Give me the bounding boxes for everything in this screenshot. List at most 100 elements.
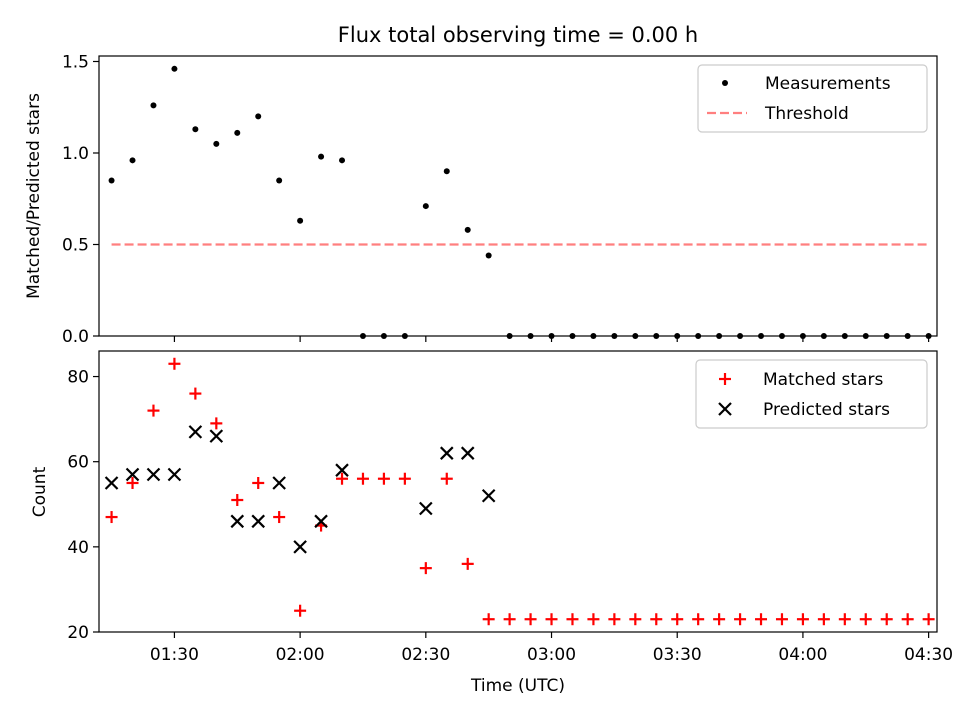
bottom-y-tick-label: 20 xyxy=(67,623,89,643)
matched-star-point xyxy=(817,613,830,626)
predicted-star-point xyxy=(230,514,245,529)
top-axes-frame xyxy=(98,55,938,337)
measurement-point xyxy=(443,168,450,175)
matched-star-point xyxy=(796,613,809,626)
matched-star-point xyxy=(189,387,202,400)
measurement-point xyxy=(820,333,827,339)
predicted-star-point xyxy=(419,501,433,516)
measurement-point xyxy=(883,333,890,339)
matched-star-point xyxy=(482,613,495,626)
matched-star-point xyxy=(629,613,642,626)
predicted-star-point xyxy=(209,429,224,443)
matched-star-point xyxy=(775,613,788,626)
measurement-point xyxy=(527,333,534,339)
measurement-point xyxy=(108,177,115,184)
predicted-star-point xyxy=(104,476,119,490)
measurement-point xyxy=(192,126,199,133)
measurement-point xyxy=(506,333,513,339)
matched-star-point xyxy=(859,613,872,626)
measurement-point xyxy=(234,129,241,136)
legend-label-matched: Matched stars xyxy=(763,370,883,390)
matched-star-point xyxy=(210,417,223,430)
matched-star-point xyxy=(273,511,286,524)
top-y-tick-label: 1.0 xyxy=(62,144,89,164)
matched-star-point xyxy=(524,613,537,626)
predicted-star-point xyxy=(125,467,140,482)
predicted-star-point xyxy=(481,488,496,503)
measurement-point xyxy=(569,333,576,339)
matched-star-point xyxy=(419,562,432,575)
measurement-point xyxy=(422,203,429,210)
bottom-y-tick-label: 80 xyxy=(67,368,89,388)
measurement-point xyxy=(925,333,932,339)
bottom-x-tick-label: 03:30 xyxy=(653,645,702,665)
measurement-point xyxy=(904,333,911,339)
legend-label-threshold: Threshold xyxy=(764,104,849,124)
measurement-point xyxy=(213,140,220,147)
measurement-point xyxy=(359,333,366,339)
measurement-point xyxy=(674,333,681,339)
matched-star-point xyxy=(608,613,621,626)
top-y-tick-label: 0.0 xyxy=(62,327,89,347)
measurement-point xyxy=(862,333,869,339)
predicted-star-point xyxy=(251,514,265,529)
predicted-star-point xyxy=(460,446,475,460)
measurement-point xyxy=(464,226,471,233)
bottom-x-tick-label: 01:30 xyxy=(150,645,199,665)
measurement-point xyxy=(401,333,408,339)
matched-star-point xyxy=(336,472,349,485)
measurement-point xyxy=(758,333,765,339)
matched-star-point xyxy=(398,472,411,485)
bottom-x-tick-label: 04:00 xyxy=(778,645,827,665)
top-legend: Measurements Threshold xyxy=(697,64,928,133)
measurement-point xyxy=(611,333,618,339)
measurement-point xyxy=(590,333,597,339)
matched-star-point xyxy=(461,557,474,570)
matched-star-point xyxy=(755,613,768,626)
matched-star-point xyxy=(671,613,684,626)
matched-star-point xyxy=(294,604,307,617)
bottom-x-tick-label: 02:30 xyxy=(401,645,450,665)
legend-label-predicted: Predicted stars xyxy=(763,400,890,420)
measurement-point xyxy=(339,157,346,164)
measurement-point xyxy=(716,333,723,339)
matched-star-point xyxy=(650,613,663,626)
legend-marker-matched xyxy=(719,373,731,385)
measurement-point xyxy=(778,333,785,339)
measurement-point xyxy=(297,217,304,224)
predicted-star-point xyxy=(314,514,328,529)
measurement-point xyxy=(276,177,283,184)
matched-star-point xyxy=(105,511,118,524)
matched-star-point xyxy=(147,404,160,417)
top-y-axis-label: Matched/Predicted stars xyxy=(24,93,44,299)
predicted-star-point xyxy=(188,425,203,439)
top-y-tick-label: 1.5 xyxy=(62,52,89,72)
measurement-point xyxy=(695,333,702,339)
matched-star-point xyxy=(713,613,726,626)
x-axis-label: Time (UTC) xyxy=(470,676,565,696)
legend-label-measurements: Measurements xyxy=(765,74,891,94)
matched-star-point xyxy=(587,613,600,626)
measurement-point xyxy=(632,333,639,339)
measurement-point xyxy=(548,333,555,339)
matched-star-point xyxy=(440,472,453,485)
predicted-star-point xyxy=(272,476,286,490)
measurement-point xyxy=(380,333,387,339)
top-y-tick-label: 0.5 xyxy=(62,235,89,255)
predicted-star-point xyxy=(335,463,349,477)
measurement-point xyxy=(129,157,136,164)
matched-star-point xyxy=(168,357,181,370)
top-legend-box xyxy=(697,64,928,133)
matched-star-point xyxy=(545,613,558,626)
predicted-star-point xyxy=(293,540,307,554)
matched-star-point xyxy=(901,613,914,626)
bottom-panel: Count Time (UTC) 20 40 60 80 01:30 02:00 02:30… xyxy=(30,350,953,696)
matched-star-point xyxy=(356,472,369,485)
measurement-point xyxy=(171,65,178,72)
matched-star-point xyxy=(880,613,893,626)
bottom-legend: Matched stars Predicted stars xyxy=(695,359,928,429)
predicted-star-point xyxy=(146,467,161,482)
legend-marker-predicted xyxy=(718,402,732,416)
matched-star-point xyxy=(377,472,390,485)
measurement-point xyxy=(841,333,848,339)
